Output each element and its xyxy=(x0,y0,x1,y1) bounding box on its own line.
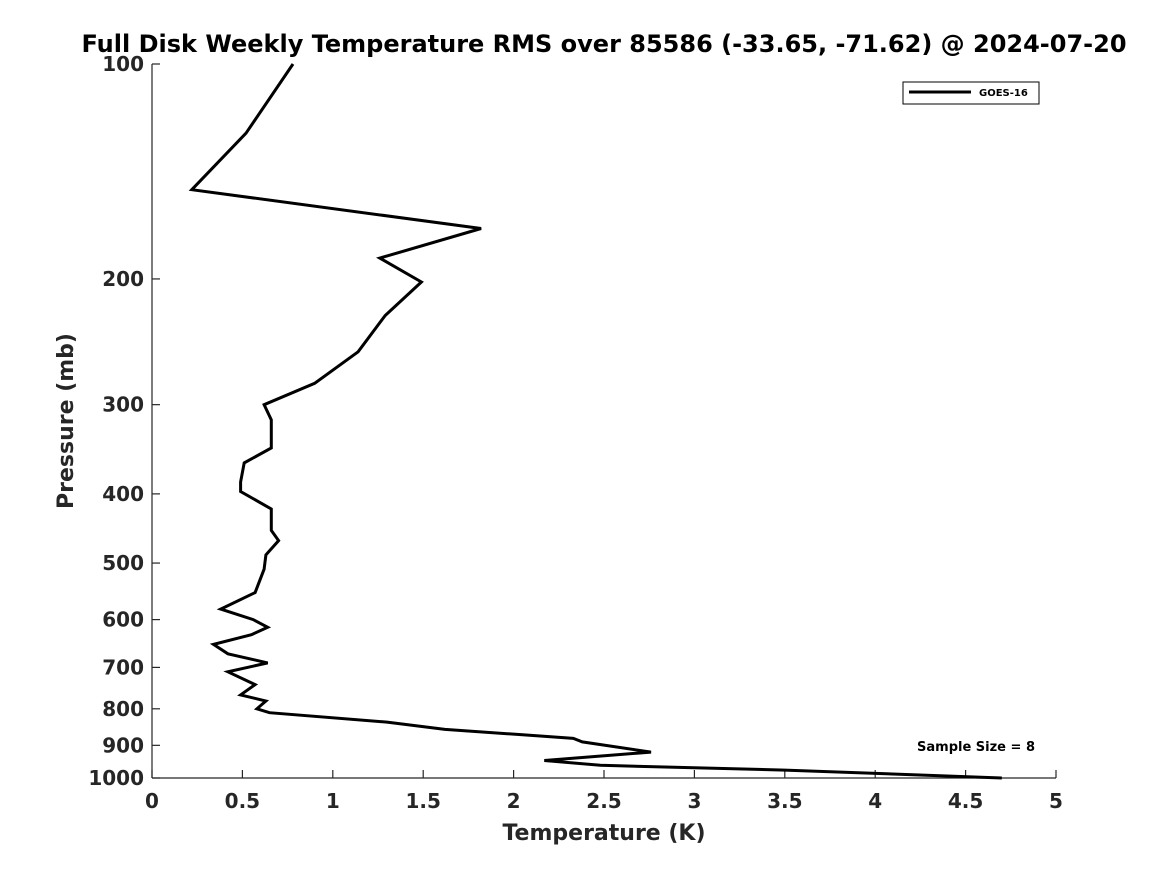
y-tick-label: 600 xyxy=(102,608,144,632)
chart-title: Full Disk Weekly Temperature RMS over 85… xyxy=(81,30,1126,58)
sample-size-annotation: Sample Size = 8 xyxy=(917,740,1035,755)
x-tick-label: 0 xyxy=(145,789,159,813)
x-tick-label: 3.5 xyxy=(767,789,802,813)
series-line-goes-16 xyxy=(188,63,1002,780)
y-tick-label: 900 xyxy=(102,733,144,757)
y-axis-ticks: 100 200 300 400 500 600 700 800 900 1000 xyxy=(88,52,160,790)
y-tick-label: 300 xyxy=(102,393,144,417)
x-tick-label: 1 xyxy=(326,789,340,813)
plot-area xyxy=(151,64,1056,779)
series-layer xyxy=(188,63,1002,780)
y-tick-label: 800 xyxy=(102,697,144,721)
x-tick-label: 0.5 xyxy=(225,789,260,813)
x-tick-label: 4.5 xyxy=(948,789,983,813)
x-tick-label: 3 xyxy=(687,789,701,813)
y-tick-label: 500 xyxy=(102,551,144,575)
y-tick-label: 1000 xyxy=(88,766,144,790)
y-tick-label: 700 xyxy=(102,655,144,679)
y-tick-label: 400 xyxy=(102,482,144,506)
x-tick-label: 1.5 xyxy=(405,789,440,813)
x-axis-ticks: 0 0.5 1 1.5 2 2.5 3 3.5 4 4.5 5 xyxy=(145,770,1063,813)
legend-entry: GOES-16 xyxy=(979,88,1028,99)
x-tick-label: 2 xyxy=(507,789,521,813)
y-axis-label: Pressure (mb) xyxy=(54,333,79,509)
legend: GOES-16 xyxy=(902,81,1040,105)
y-tick-label: 200 xyxy=(102,267,144,291)
x-tick-label: 4 xyxy=(868,789,882,813)
y-tick-label: 100 xyxy=(102,52,144,76)
x-tick-label: 5 xyxy=(1049,789,1063,813)
x-tick-label: 2.5 xyxy=(586,789,621,813)
x-axis-label: Temperature (K) xyxy=(502,821,705,846)
